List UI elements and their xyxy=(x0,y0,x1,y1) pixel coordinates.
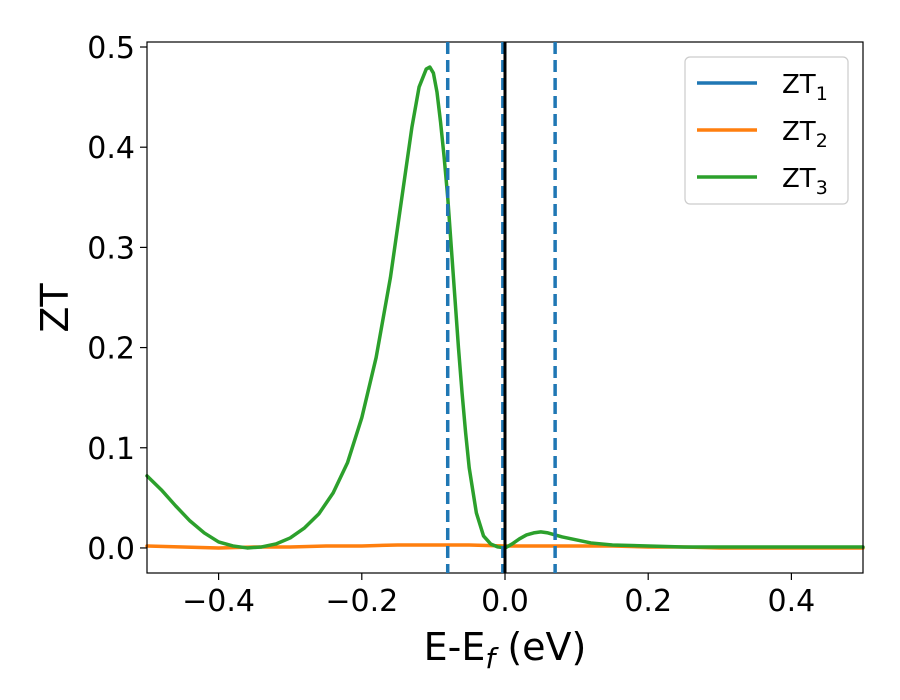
y-tick-label: 0.1 xyxy=(87,432,135,467)
x-axis-ticks: −0.4 −0.2 0.0 0.2 0.4 xyxy=(182,573,815,619)
y-tick-label: 0.2 xyxy=(87,332,135,367)
y-tick-label: 0.4 xyxy=(87,131,135,166)
x-axis-label: E-Ef (eV) xyxy=(424,625,587,675)
legend-label-zt3: ZT3 xyxy=(782,164,828,199)
y-tick-label: 0.5 xyxy=(87,31,135,66)
x-tick-label: −0.4 xyxy=(182,584,255,619)
y-axis-ticks: 0.0 0.1 0.2 0.3 0.4 0.5 xyxy=(87,31,147,567)
legend-label-zt2: ZT2 xyxy=(782,117,828,152)
legend-box xyxy=(684,56,849,205)
y-tick-label: 0.3 xyxy=(87,231,135,266)
reference-lines xyxy=(445,42,557,573)
y-tick-label: 0.0 xyxy=(87,532,135,567)
x-tick-label: 0.0 xyxy=(481,584,529,619)
legend-label-zt1: ZT1 xyxy=(782,70,828,105)
y-axis-label: ZT xyxy=(33,283,77,333)
x-tick-label: 0.4 xyxy=(768,584,816,619)
legend: ZT1 ZT2 ZT3 xyxy=(684,56,849,205)
x-tick-label: 0.2 xyxy=(624,584,672,619)
x-tick-label: −0.2 xyxy=(325,584,398,619)
